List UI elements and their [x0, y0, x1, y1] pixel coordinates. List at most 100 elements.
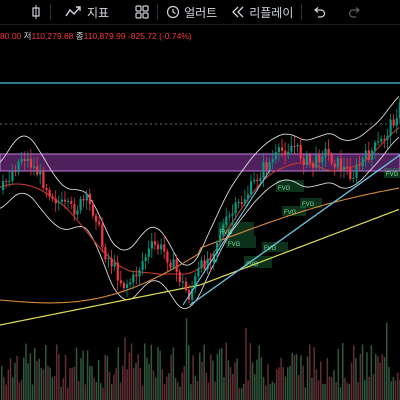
candle-body [51, 196, 54, 199]
fvg-label: FVG [386, 172, 399, 178]
volume-bar [203, 344, 205, 400]
volume-bar [1, 365, 3, 400]
candle-body [45, 188, 48, 191]
uptrend-line[interactable] [189, 154, 400, 306]
volume-bar [23, 357, 25, 400]
candle-body [358, 164, 361, 166]
volume-bar [245, 327, 247, 400]
replay-button[interactable]: 리플레이 [231, 0, 293, 24]
volume-bar [104, 354, 106, 400]
candle-body [364, 150, 367, 159]
redo-button[interactable] [348, 0, 362, 24]
moving-averages [0, 96, 400, 326]
candle-body [60, 199, 64, 202]
candle-body [256, 179, 259, 182]
alert-clock-icon [166, 5, 180, 19]
candle-body [243, 199, 246, 204]
candle-body [82, 198, 85, 201]
volume-bar [388, 366, 390, 400]
volume-bar [339, 387, 342, 400]
volume-bar [284, 376, 287, 400]
volume-bar [56, 344, 58, 400]
candle-body [191, 288, 194, 300]
volume-bar [269, 383, 271, 400]
volume-bar [148, 364, 150, 400]
volume-bars [1, 318, 400, 400]
volume-bar [300, 355, 302, 400]
candle-body [166, 251, 169, 263]
candle-body [355, 164, 358, 178]
volume-bar [377, 356, 379, 400]
undo-button[interactable] [312, 0, 326, 24]
fvg-label: FVG [264, 246, 277, 252]
volume-bar [265, 385, 267, 400]
volume-bar [355, 358, 357, 400]
candle-body [85, 194, 88, 201]
volume-bar [260, 357, 263, 400]
volume-bar [196, 380, 199, 400]
volume-bar [102, 387, 104, 400]
candle-body [268, 162, 271, 170]
volume-bar [51, 377, 54, 400]
candle-body [122, 283, 126, 289]
volume-bar [192, 355, 194, 400]
candle-body [20, 159, 23, 162]
candle-body [95, 215, 98, 222]
candle-body [370, 150, 374, 160]
volume-bar [141, 385, 144, 400]
candle-body [119, 280, 122, 284]
candle-body [36, 166, 39, 175]
candle-body [160, 244, 163, 250]
volume-bar [93, 377, 95, 400]
volume-bar [324, 383, 326, 400]
candle-body [126, 284, 129, 289]
uptrend-line-lower[interactable] [182, 169, 271, 306]
volume-bar [337, 348, 340, 400]
volume-bar [113, 374, 115, 400]
volume-bar [344, 377, 346, 400]
volume-bar [335, 381, 337, 400]
indicators-button[interactable]: 지표 [65, 0, 109, 24]
candle-body [33, 166, 36, 168]
fvg-label: FVG [278, 186, 291, 192]
candle-body [17, 161, 20, 173]
candle-body [296, 144, 299, 147]
candle-body [386, 135, 389, 140]
volume-bar [3, 377, 5, 400]
volume-bar [383, 357, 386, 400]
candle-body [336, 158, 339, 168]
fvg-box [218, 222, 254, 236]
candle-body [284, 150, 287, 156]
volume-bar [366, 352, 368, 400]
volume-bar [322, 383, 324, 400]
alert-button[interactable]: 얼러트 [166, 0, 217, 24]
candle-toggle-button[interactable] [30, 0, 42, 24]
close-label: 종 [75, 31, 84, 41]
volume-bar [60, 386, 62, 400]
candle-body [287, 151, 290, 156]
fvg-label: FVG [228, 242, 241, 248]
candle-body [104, 247, 107, 260]
volume-bar [315, 369, 318, 400]
volume-bar [150, 344, 153, 400]
candle-body [42, 170, 45, 189]
volume-bar [177, 382, 179, 400]
price-chart[interactable]: FVG FVG FVG FVG FVG FVG FVG FVG [0, 24, 400, 400]
candle-body [144, 257, 147, 262]
candle-body [395, 118, 398, 126]
low-value: 110,279.68 [31, 31, 74, 41]
candle-body [389, 119, 392, 136]
candle-body [113, 262, 116, 267]
low-label: 저 [23, 31, 32, 41]
candle-body [222, 224, 225, 236]
volume-bar [249, 343, 252, 400]
candle-body [150, 241, 153, 249]
volume-bar [14, 362, 16, 400]
volume-bar [251, 362, 254, 400]
candle-body [299, 144, 302, 159]
volume-bar [20, 379, 23, 400]
fvg-box [300, 198, 322, 208]
change-value: -825.72 (-0.74%) [127, 31, 192, 41]
layout-button[interactable] [135, 0, 149, 24]
candle-body [352, 177, 355, 179]
